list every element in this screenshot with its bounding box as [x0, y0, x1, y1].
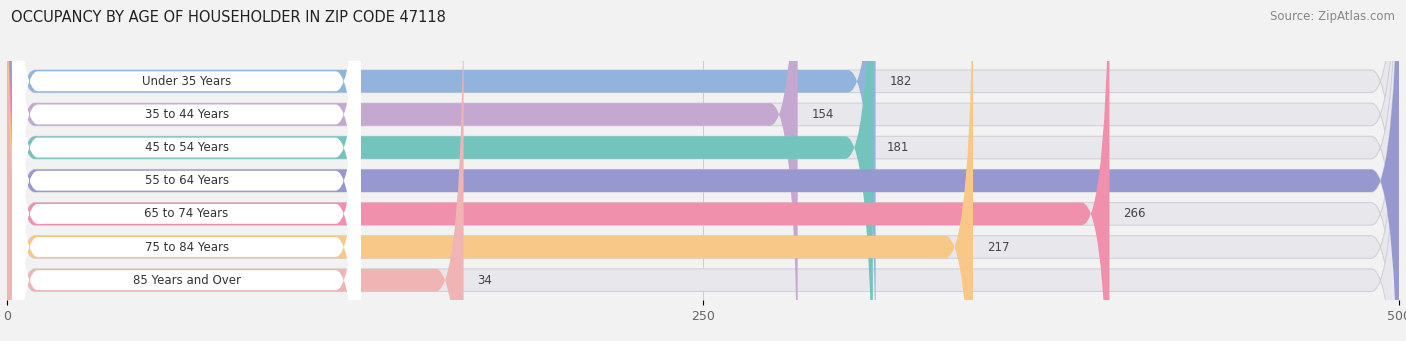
FancyBboxPatch shape — [7, 0, 1399, 341]
FancyBboxPatch shape — [13, 0, 360, 341]
FancyBboxPatch shape — [7, 0, 1399, 341]
Text: 75 to 84 Years: 75 to 84 Years — [145, 240, 229, 254]
Text: Under 35 Years: Under 35 Years — [142, 75, 231, 88]
FancyBboxPatch shape — [7, 0, 464, 341]
Text: 266: 266 — [1123, 207, 1146, 220]
FancyBboxPatch shape — [7, 0, 1109, 341]
Text: 45 to 54 Years: 45 to 54 Years — [145, 141, 229, 154]
Text: 55 to 64 Years: 55 to 64 Years — [145, 174, 229, 187]
Text: Source: ZipAtlas.com: Source: ZipAtlas.com — [1270, 10, 1395, 23]
Text: OCCUPANCY BY AGE OF HOUSEHOLDER IN ZIP CODE 47118: OCCUPANCY BY AGE OF HOUSEHOLDER IN ZIP C… — [11, 10, 446, 25]
Text: 154: 154 — [811, 108, 834, 121]
Text: 85 Years and Over: 85 Years and Over — [132, 274, 240, 287]
FancyBboxPatch shape — [7, 0, 1399, 341]
FancyBboxPatch shape — [13, 0, 360, 341]
Text: 181: 181 — [887, 141, 910, 154]
Text: 35 to 44 Years: 35 to 44 Years — [145, 108, 229, 121]
FancyBboxPatch shape — [7, 0, 1399, 341]
FancyBboxPatch shape — [7, 0, 797, 341]
Text: 217: 217 — [987, 240, 1010, 254]
FancyBboxPatch shape — [7, 0, 1399, 341]
FancyBboxPatch shape — [13, 0, 360, 341]
FancyBboxPatch shape — [7, 0, 873, 341]
Text: 182: 182 — [890, 75, 912, 88]
FancyBboxPatch shape — [13, 0, 360, 341]
FancyBboxPatch shape — [13, 0, 360, 341]
FancyBboxPatch shape — [7, 0, 876, 341]
FancyBboxPatch shape — [7, 0, 1399, 341]
FancyBboxPatch shape — [7, 0, 1399, 341]
Text: 34: 34 — [478, 274, 492, 287]
FancyBboxPatch shape — [13, 0, 360, 341]
Text: 65 to 74 Years: 65 to 74 Years — [145, 207, 229, 220]
FancyBboxPatch shape — [7, 0, 973, 341]
FancyBboxPatch shape — [7, 0, 1399, 341]
FancyBboxPatch shape — [13, 0, 360, 341]
